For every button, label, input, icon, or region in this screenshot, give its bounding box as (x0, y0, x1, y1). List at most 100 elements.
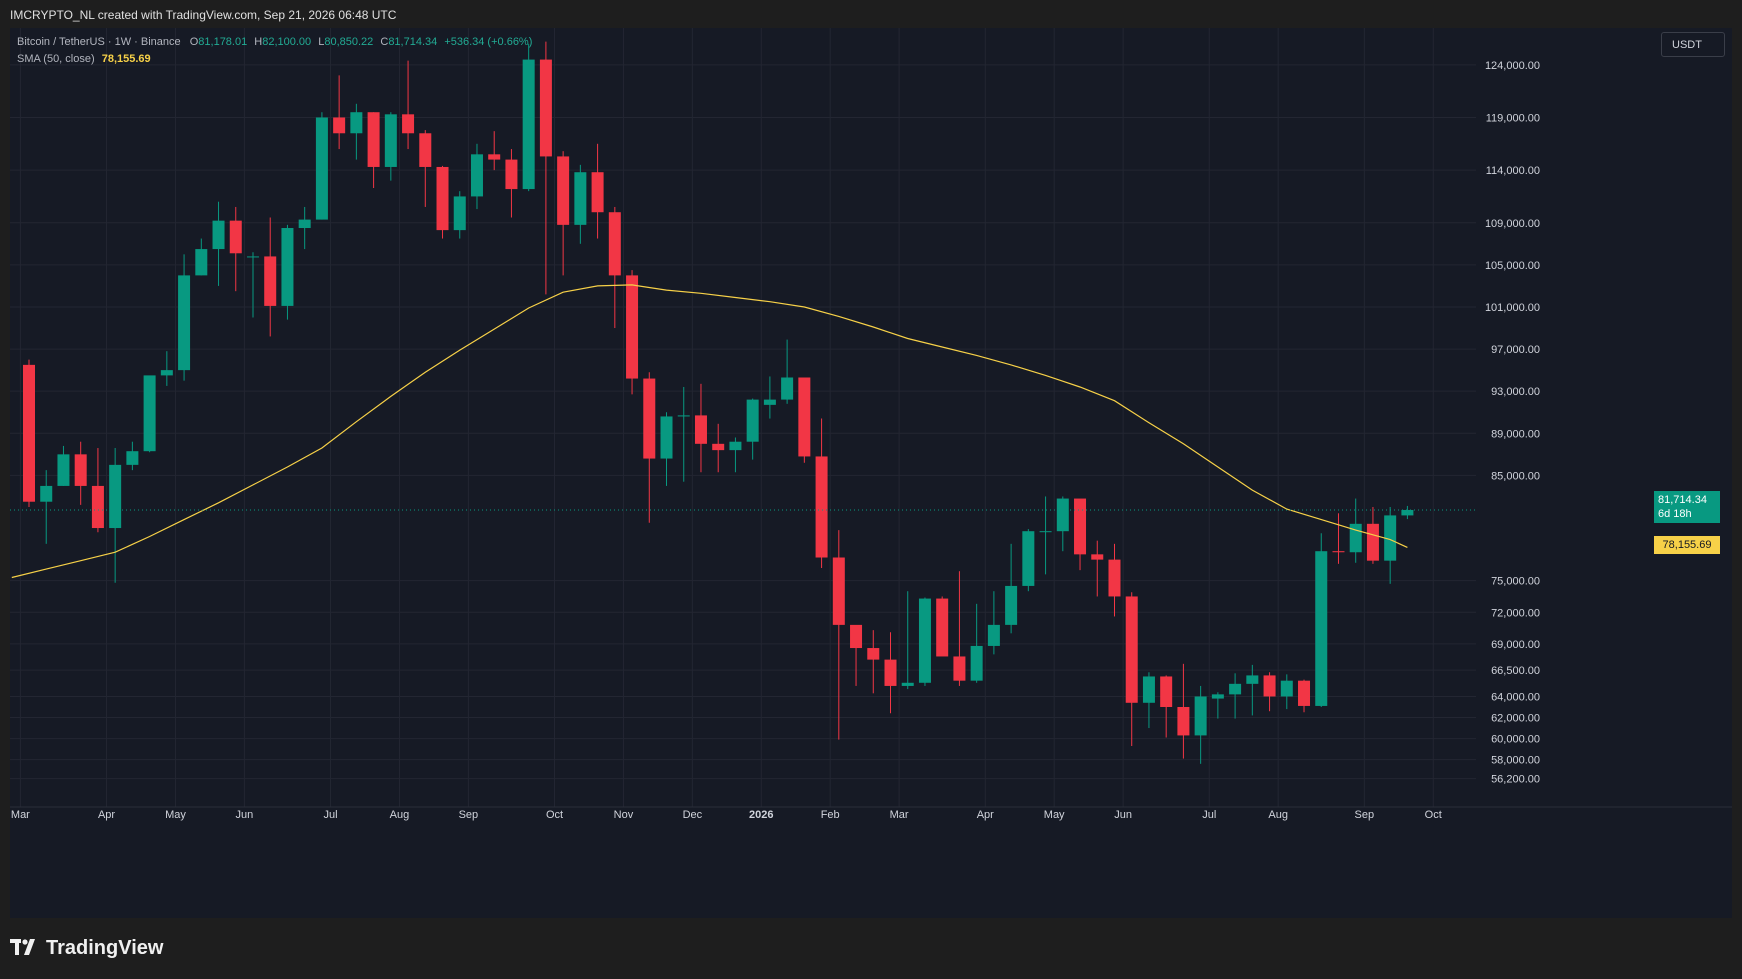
candle-body (643, 378, 656, 459)
price-axis-label: 101,000.00 (1485, 302, 1540, 314)
time-axis-label: Dec (683, 809, 703, 821)
time-axis-label: Feb (821, 809, 840, 821)
candle-body (109, 464, 122, 529)
candle-body (729, 441, 742, 451)
price-axis-label: 85,000.00 (1491, 470, 1540, 482)
candle-body (608, 212, 621, 276)
candle-body (677, 415, 690, 417)
candle-body (1229, 683, 1242, 695)
candle-body (1108, 559, 1121, 597)
price-axis-label: 89,000.00 (1491, 428, 1540, 440)
bar-countdown: 6d 18h (1658, 508, 1692, 520)
candle-body (850, 624, 863, 649)
candle-body (1039, 531, 1052, 533)
candle-body (57, 454, 70, 486)
candle-body (1177, 706, 1190, 736)
price-chart[interactable]: 124,000.00 119,000.00 114,000.00 109,000.00… (10, 28, 1732, 918)
time-axis-label: May (165, 809, 186, 821)
candle-body (384, 114, 397, 167)
open-value: 81,178.01 (198, 36, 248, 48)
plot-area[interactable] (10, 41, 1476, 764)
candle-body (867, 648, 880, 660)
candle-body (763, 399, 776, 405)
candle-body (453, 196, 466, 231)
tradingview-logo[interactable]: TradingView (10, 936, 163, 960)
currency-button[interactable]: USDT (1661, 32, 1725, 57)
candle-body (229, 220, 242, 254)
price-axis-label: 66,500.00 (1491, 665, 1540, 677)
candle-body (781, 377, 794, 400)
change-value: +536.34 (+0.66%) (444, 36, 533, 48)
sma-value: 78,155.69 (101, 53, 151, 65)
candle-body (970, 645, 983, 681)
price-axis-label: 114,000.00 (1486, 165, 1540, 177)
price-axis-label: 97,000.00 (1491, 344, 1540, 356)
candle-body (918, 598, 931, 683)
time-axis-label: 2026 (749, 809, 773, 821)
candle-body (195, 249, 208, 276)
candle-body (1366, 523, 1379, 561)
candle-body (1142, 676, 1155, 703)
low-label: L (318, 36, 325, 48)
price-axis-label: 64,000.00 (1491, 691, 1540, 703)
ohlc-row: Bitcoin / TetherUS · 1W · Binance O81,17… (17, 34, 532, 51)
candle-body (1211, 694, 1224, 699)
candle-body (1056, 498, 1069, 532)
candle-body (333, 117, 346, 134)
candle-body (160, 370, 173, 376)
candle-body (315, 117, 328, 220)
candle-body (126, 451, 139, 465)
candle-body (1384, 515, 1397, 561)
candle-body (488, 154, 501, 160)
attribution-bar: IMCRYPTO_NL created with TradingView.com… (0, 0, 1742, 28)
candle-body (1315, 551, 1328, 706)
candle-body (350, 112, 363, 134)
sma-line (11, 284, 1408, 579)
candle-body (712, 443, 725, 451)
candle-body (539, 59, 552, 157)
candle-body (436, 166, 449, 231)
price-axis-label: 58,000.00 (1491, 755, 1540, 767)
price-axis-label: 72,000.00 (1491, 607, 1540, 619)
brand-name: TradingView (46, 936, 164, 959)
candle-body (470, 154, 483, 197)
high-label: H (254, 36, 263, 48)
candle-body (1332, 551, 1345, 553)
candle-body (832, 557, 845, 625)
price-axis-label: 93,000.00 (1491, 386, 1540, 398)
symbol-title: Bitcoin / TetherUS · 1W · Binance (17, 36, 181, 48)
candle-body (281, 228, 294, 306)
candle-body (1160, 676, 1173, 707)
candle-body (574, 172, 587, 225)
candle-body (91, 485, 104, 529)
close-value: 81,714.34 (388, 36, 438, 48)
time-axis-label: Jul (323, 809, 337, 821)
time-axis-label: Sep (459, 809, 479, 821)
candle-body (1022, 531, 1035, 586)
candle-body (901, 682, 914, 686)
candle-body (264, 256, 277, 306)
tradingview-logo-icon (10, 939, 35, 955)
time-axis-label: Apr (977, 809, 994, 821)
price-axis-label: 124,000.00 (1485, 60, 1540, 72)
candle-body (1246, 675, 1259, 684)
time-axis-label: Jul (1202, 809, 1216, 821)
candle-body (1194, 696, 1207, 736)
time-axis-label: Mar (11, 809, 30, 821)
candle-body (522, 59, 535, 190)
candle-body (212, 220, 225, 250)
price-axis-label: 62,000.00 (1491, 713, 1540, 725)
sma-price-tag: 78,155.69 (1654, 536, 1720, 554)
last-price-value: 81,714.34 (1658, 494, 1707, 506)
chart-pane[interactable]: 124,000.00 119,000.00 114,000.00 109,000.00… (10, 28, 1732, 918)
price-axis-label: 69,000.00 (1491, 639, 1540, 651)
chart-legend: Bitcoin / TetherUS · 1W · Binance O81,17… (17, 34, 532, 68)
candle-body (505, 159, 518, 190)
time-axis-label: Jun (236, 809, 254, 821)
candle-body (746, 399, 759, 442)
time-axis-label: Oct (1425, 809, 1442, 821)
candle-body (246, 256, 259, 258)
price-axis-label: 119,000.00 (1486, 112, 1540, 124)
time-axis-label: Aug (390, 809, 410, 821)
candle-body (1091, 554, 1104, 560)
